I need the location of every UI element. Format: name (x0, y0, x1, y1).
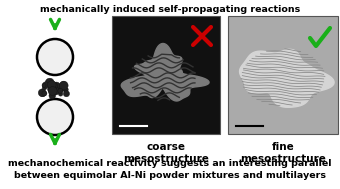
Circle shape (38, 89, 46, 97)
Circle shape (37, 39, 73, 75)
Text: mechanically induced self-propagating reactions: mechanically induced self-propagating re… (40, 5, 300, 13)
Circle shape (48, 85, 56, 93)
Circle shape (42, 85, 47, 90)
Circle shape (64, 88, 68, 92)
Text: coarse
mesostructure: coarse mesostructure (123, 142, 209, 164)
Circle shape (52, 82, 61, 90)
Circle shape (42, 91, 47, 96)
Text: between equimolar Al-Ni powder mixtures and multilayers: between equimolar Al-Ni powder mixtures … (14, 170, 326, 180)
Circle shape (39, 90, 46, 97)
Circle shape (51, 82, 57, 89)
Circle shape (52, 87, 60, 95)
Text: mechanochemical reactivity suggests an interesting parallel: mechanochemical reactivity suggests an i… (8, 159, 332, 167)
Circle shape (58, 92, 63, 96)
Polygon shape (121, 43, 209, 101)
Circle shape (37, 99, 73, 135)
Circle shape (59, 81, 68, 90)
Circle shape (58, 88, 63, 93)
Text: fine
mesostructure: fine mesostructure (240, 142, 326, 164)
Circle shape (48, 81, 56, 89)
Circle shape (49, 92, 56, 99)
Circle shape (55, 85, 64, 93)
Bar (228, 16, 338, 134)
Circle shape (63, 87, 68, 92)
Circle shape (60, 81, 67, 89)
Polygon shape (240, 49, 334, 107)
Circle shape (48, 87, 57, 95)
Circle shape (45, 78, 54, 87)
Circle shape (42, 83, 46, 87)
Circle shape (63, 91, 69, 97)
Circle shape (42, 82, 49, 88)
Bar (112, 16, 220, 134)
